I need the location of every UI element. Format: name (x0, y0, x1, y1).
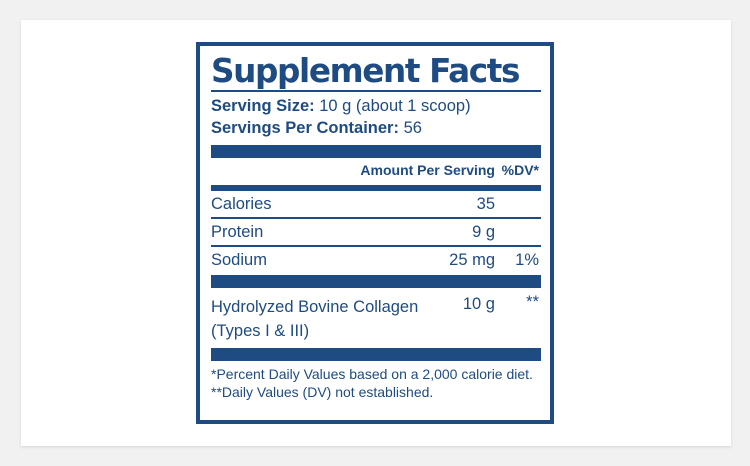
servings-per-container-value: 56 (403, 119, 422, 137)
serving-size-value: 10 g (about 1 scoop) (319, 97, 471, 115)
serving-size-label: Serving Size: (211, 97, 315, 115)
ingredient-name: Hydrolyzed Bovine Collagen (Types I & II… (211, 295, 418, 343)
nutrient-row-sodium: Sodium 25 mg 1% (211, 247, 541, 273)
nutrient-dv: 1% (515, 251, 539, 269)
footnote-dv-not-established: **Daily Values (DV) not established. (211, 384, 434, 400)
nutrient-amount: 9 g (472, 223, 495, 241)
title-divider (211, 90, 541, 92)
nutrient-amount: 25 mg (449, 251, 495, 269)
footnotes: *Percent Daily Values based on a 2,000 c… (211, 361, 541, 401)
nutrient-name: Protein (211, 223, 264, 241)
supplement-facts-label: Supplement Facts Serving Size: 10 g (abo… (196, 42, 554, 424)
nutrient-amount: 35 (476, 195, 495, 213)
servings-per-container-label: Servings Per Container: (211, 119, 399, 137)
serving-size: Serving Size: 10 g (about 1 scoop) (211, 95, 541, 117)
ingredient-name-line-1: Hydrolyzed Bovine Collagen (211, 298, 419, 316)
nutrients-divider (211, 275, 541, 288)
ingredient-name-line-2: (Types I & III) (211, 322, 310, 340)
label-title: Supplement Facts (211, 51, 520, 90)
column-dv-heading: %DV* (501, 162, 539, 178)
ingredient-dv: ** (526, 293, 539, 311)
thick-divider (211, 145, 541, 158)
ingredient-row-collagen: Hydrolyzed Bovine Collagen (Types I & II… (211, 288, 541, 344)
ingredient-divider (211, 348, 541, 361)
footnote-percent-dv: *Percent Daily Values based on a 2,000 c… (211, 366, 533, 382)
nutrient-name: Calories (211, 195, 272, 213)
nutrient-row-protein: Protein 9 g (211, 219, 541, 247)
column-header: Amount Per Serving %DV* (211, 158, 541, 185)
ingredient-amount: 10 g (462, 295, 495, 313)
header-divider (211, 185, 541, 191)
column-amount-heading: Amount Per Serving (360, 162, 495, 178)
nutrient-name: Sodium (211, 251, 267, 269)
servings-per-container: Servings Per Container: 56 (211, 117, 541, 139)
nutrient-row-calories: Calories 35 (211, 191, 541, 219)
